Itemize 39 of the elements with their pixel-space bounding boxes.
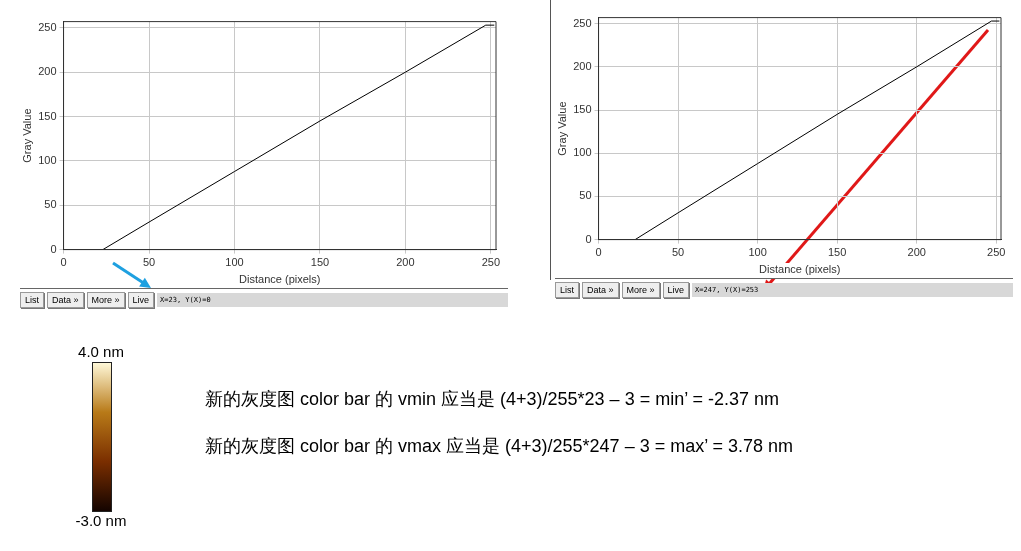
x-tick-label: 150 [310, 256, 330, 269]
text: Live [127, 292, 155, 308]
text: Data » [47, 292, 84, 308]
x-tick-label: 200 [907, 246, 926, 259]
text: More » [86, 292, 125, 308]
y-tick-label: 0 [585, 232, 592, 245]
x-axis-title: Distance (pixels) [239, 273, 321, 286]
y-tick-label: 50 [579, 189, 592, 202]
x-tick-label: 0 [595, 246, 602, 259]
y-tick-label: 100 [573, 146, 592, 159]
text: List [20, 292, 45, 308]
y-tick-label: 100 [38, 153, 57, 166]
x-tick-label: 150 [827, 246, 847, 259]
x-tick-label: 200 [396, 256, 415, 269]
y-axis-title: Gray Value [20, 108, 33, 163]
text: Live [662, 282, 690, 298]
text: 新的灰度图 color bar 的 vmax 应当是 (4+3)/255*247 – 3 = max’ = 3.78 nm [205, 435, 794, 458]
y-tick-label: 250 [573, 16, 592, 29]
y-tick-label: 200 [38, 65, 57, 78]
text: More » [621, 282, 660, 298]
y-tick-label: 150 [573, 103, 592, 116]
x-tick-label: 100 [225, 256, 244, 269]
x-tick-label: 50 [671, 246, 685, 259]
text: Data » [582, 282, 619, 298]
x-tick-label: 100 [748, 246, 767, 259]
text: 新的灰度图 color bar 的 vmin 应当是 (4+3)/255*23 – 3 = min’ = -2.37 nm [205, 388, 780, 411]
x-tick-label: 250 [987, 246, 1006, 259]
text: 4.0 nm [77, 343, 125, 361]
text: List [555, 282, 580, 298]
y-tick-label: 50 [44, 198, 57, 211]
text: -3.0 nm [74, 512, 128, 530]
x-tick-label: 250 [481, 256, 501, 269]
x-axis-title: Distance (pixels) [759, 263, 841, 276]
y-axis-title: Gray Value [555, 101, 568, 156]
y-tick-label: 200 [573, 59, 592, 72]
x-tick-label: 50 [142, 256, 156, 269]
y-tick-label: 250 [38, 20, 57, 33]
y-tick-label: 150 [38, 109, 57, 122]
x-tick-label: 0 [60, 256, 67, 269]
